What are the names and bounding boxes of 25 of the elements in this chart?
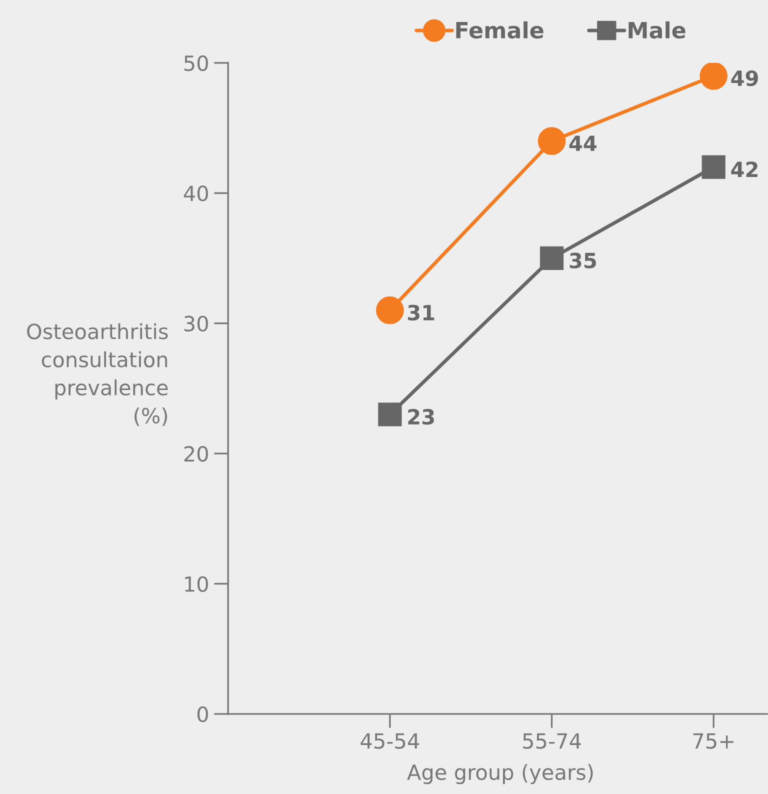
point — [378, 402, 402, 426]
data-label: 31 — [408, 304, 434, 321]
y-tick-label: 10 — [185, 576, 208, 592]
y-tick-label: 50 — [184, 55, 208, 72]
y-tick-label: 20 — [184, 446, 208, 462]
y-tick-label: 0 — [197, 706, 208, 722]
point — [700, 62, 728, 90]
data-label: 35 — [570, 252, 596, 268]
data-label: 44 — [569, 136, 596, 151]
x-axis-title: Age group (years) — [407, 764, 593, 784]
point — [376, 296, 404, 324]
point — [540, 246, 564, 270]
data-label: 23 — [408, 408, 434, 425]
legend-label: Male — [628, 21, 686, 39]
x-tick-label: 55-74 — [523, 733, 581, 749]
legend-label: Female — [456, 21, 544, 39]
x-tick-label: 75+ — [693, 733, 734, 749]
y-tick-label: 30 — [184, 316, 208, 332]
y-axis-title: Osteoarthritis consultation prevalence (%) — [27, 323, 168, 426]
data-label: 42 — [731, 162, 758, 177]
point — [538, 127, 566, 155]
y-tick-label: 40 — [184, 186, 208, 202]
point — [702, 155, 726, 179]
data-label: 49 — [731, 70, 758, 86]
x-tick-label: 45-54 — [360, 733, 420, 749]
